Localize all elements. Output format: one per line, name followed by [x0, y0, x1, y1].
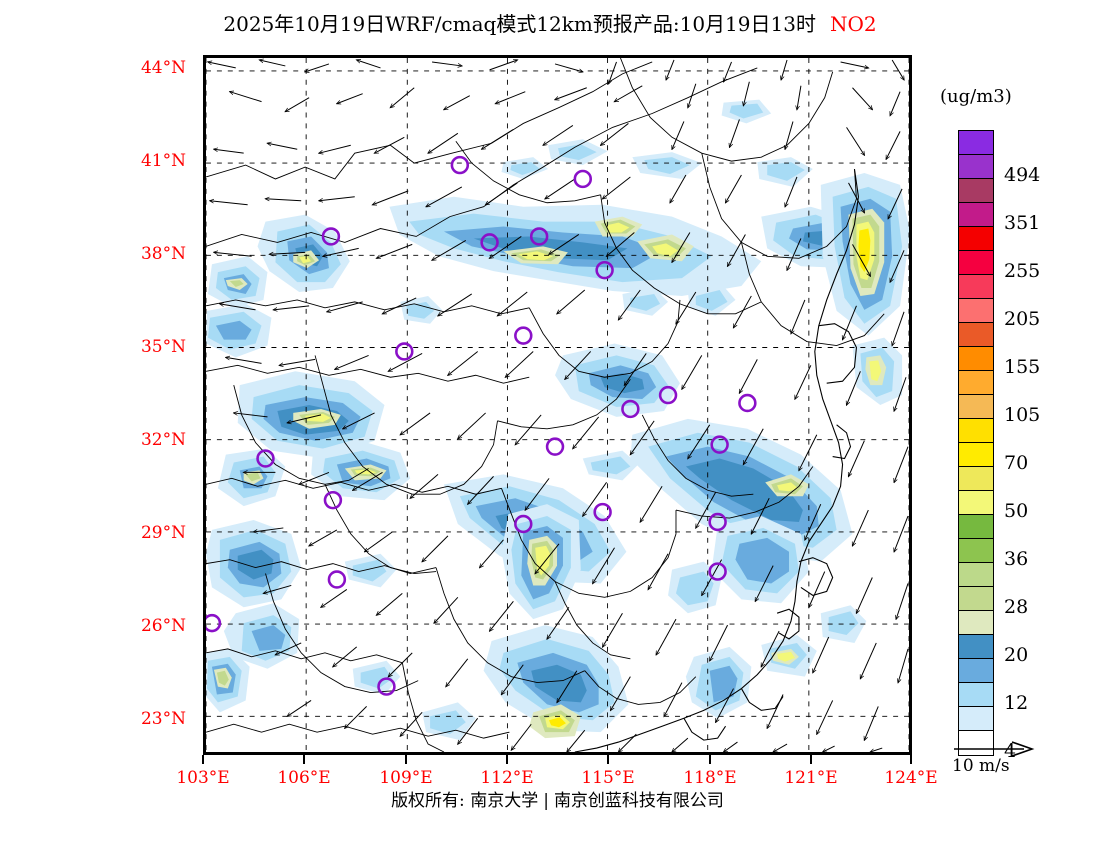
- colorbar-label-28: 28: [1004, 596, 1029, 618]
- tick-x-103: [202, 755, 204, 764]
- axis-label-x-6: 121°E: [784, 768, 838, 788]
- axis-label-y-6: 26°N: [140, 616, 186, 636]
- axis-label-y-7: 23°N: [140, 709, 186, 729]
- axis-label-x-7: 124°E: [884, 768, 938, 788]
- wind-vector-field: [208, 60, 909, 752]
- colorbar-swatch-9: [959, 347, 993, 371]
- colorbar-swatch-25: [959, 731, 993, 755]
- colorbar-label-155: 155: [1004, 356, 1041, 378]
- province-boundaries: [206, 58, 885, 752]
- colorbar-swatch-10: [959, 371, 993, 395]
- tick-x-118: [709, 755, 711, 764]
- right-arrow-icon: [954, 741, 1035, 757]
- colorbar-swatch-13: [959, 443, 993, 467]
- axis-label-y-4: 32°N: [140, 430, 186, 450]
- colorbar-swatch-20: [959, 611, 993, 635]
- colorbar-label-255: 255: [1004, 260, 1041, 282]
- wind-speed-key: 10 m/s: [952, 740, 1072, 776]
- colorbar-label-50: 50: [1004, 500, 1029, 522]
- colorbar-label-20: 20: [1004, 644, 1029, 666]
- colorbar-label-36: 36: [1004, 548, 1029, 570]
- map-canvas: .c4 { fill:#d5ecfa; } .c12 { fill:#a7dbf…: [206, 58, 909, 752]
- footer-right: 南京创蓝科技有限公司: [553, 791, 724, 811]
- colorbar-swatch-11: [959, 395, 993, 419]
- axis-label-y-0: 44°N: [140, 58, 186, 78]
- colorbar-swatch-8: [959, 323, 993, 347]
- tick-x-112: [506, 755, 508, 764]
- axis-label-y-1: 41°N: [140, 151, 186, 171]
- colorbar-swatch-0: [959, 131, 993, 155]
- colorbar-swatch-19: [959, 587, 993, 611]
- axis-label-x-1: 106°E: [277, 768, 331, 788]
- axis-label-x-3: 112°E: [480, 768, 534, 788]
- title-text: 2025年10月19日WRF/cmaq模式12km预报产品:10月19日13时: [223, 12, 816, 36]
- colorbar-swatch-23: [959, 683, 993, 707]
- colorbar-label-12: 12: [1004, 692, 1029, 714]
- colorbar-swatch-15: [959, 491, 993, 515]
- axis-label-y-3: 35°N: [140, 337, 186, 357]
- wind-key-label: 10 m/s: [952, 756, 1010, 776]
- colorbar-swatch-3: [959, 203, 993, 227]
- axis-label-y-2: 38°N: [140, 244, 186, 264]
- colorbar-swatch-16: [959, 515, 993, 539]
- tick-x-109: [405, 755, 407, 764]
- colorbar-label-205: 205: [1004, 308, 1041, 330]
- map-plot-area[interactable]: .c4 { fill:#d5ecfa; } .c12 { fill:#a7dbf…: [203, 55, 912, 755]
- concentration-field: [206, 99, 909, 741]
- colorbar-swatch-12: [959, 419, 993, 443]
- colorbar-swatch-21: [959, 635, 993, 659]
- page-title: 2025年10月19日WRF/cmaq模式12km预报产品:10月19日13时 N…: [0, 8, 1100, 37]
- tick-x-106: [303, 755, 305, 764]
- tick-x-115: [607, 755, 609, 764]
- copyright-footer: 版权所有: 南京大学 | 南京创蓝科技有限公司: [203, 786, 912, 811]
- colorbar-swatch-24: [959, 707, 993, 731]
- colorbar-swatch-18: [959, 563, 993, 587]
- colorbar-swatch-6: [959, 275, 993, 299]
- colorbar-swatch-4: [959, 227, 993, 251]
- axis-label-x-2: 109°E: [379, 768, 433, 788]
- colorbar-label-105: 105: [1004, 404, 1041, 426]
- axis-label-x-0: 103°E: [176, 768, 230, 788]
- footer-separator: |: [543, 791, 549, 811]
- colorbar-label-70: 70: [1004, 452, 1029, 474]
- colorbar-swatch-14: [959, 467, 993, 491]
- axis-label-x-5: 118°E: [683, 768, 737, 788]
- colorbar-unit-label: (ug/m3): [940, 86, 1012, 107]
- colorbar-swatch-5: [959, 251, 993, 275]
- colorbar-swatch-22: [959, 659, 993, 683]
- colorbar-swatch-1: [959, 155, 993, 179]
- axis-label-y-5: 29°N: [140, 523, 186, 543]
- colorbar-label-351: 351: [1004, 212, 1041, 234]
- title-species-label: NO2: [829, 12, 877, 36]
- footer-left: 版权所有: 南京大学: [391, 791, 539, 811]
- colorbar[interactable]: [958, 130, 994, 756]
- axis-label-x-4: 115°E: [581, 768, 635, 788]
- monitoring-station-markers[interactable]: [206, 155, 757, 696]
- colorbar-swatch-2: [959, 179, 993, 203]
- colorbar-label-494: 494: [1004, 164, 1041, 186]
- tick-x-124: [910, 755, 912, 764]
- tick-x-121: [810, 755, 812, 764]
- colorbar-swatch-7: [959, 299, 993, 323]
- colorbar-swatch-17: [959, 539, 993, 563]
